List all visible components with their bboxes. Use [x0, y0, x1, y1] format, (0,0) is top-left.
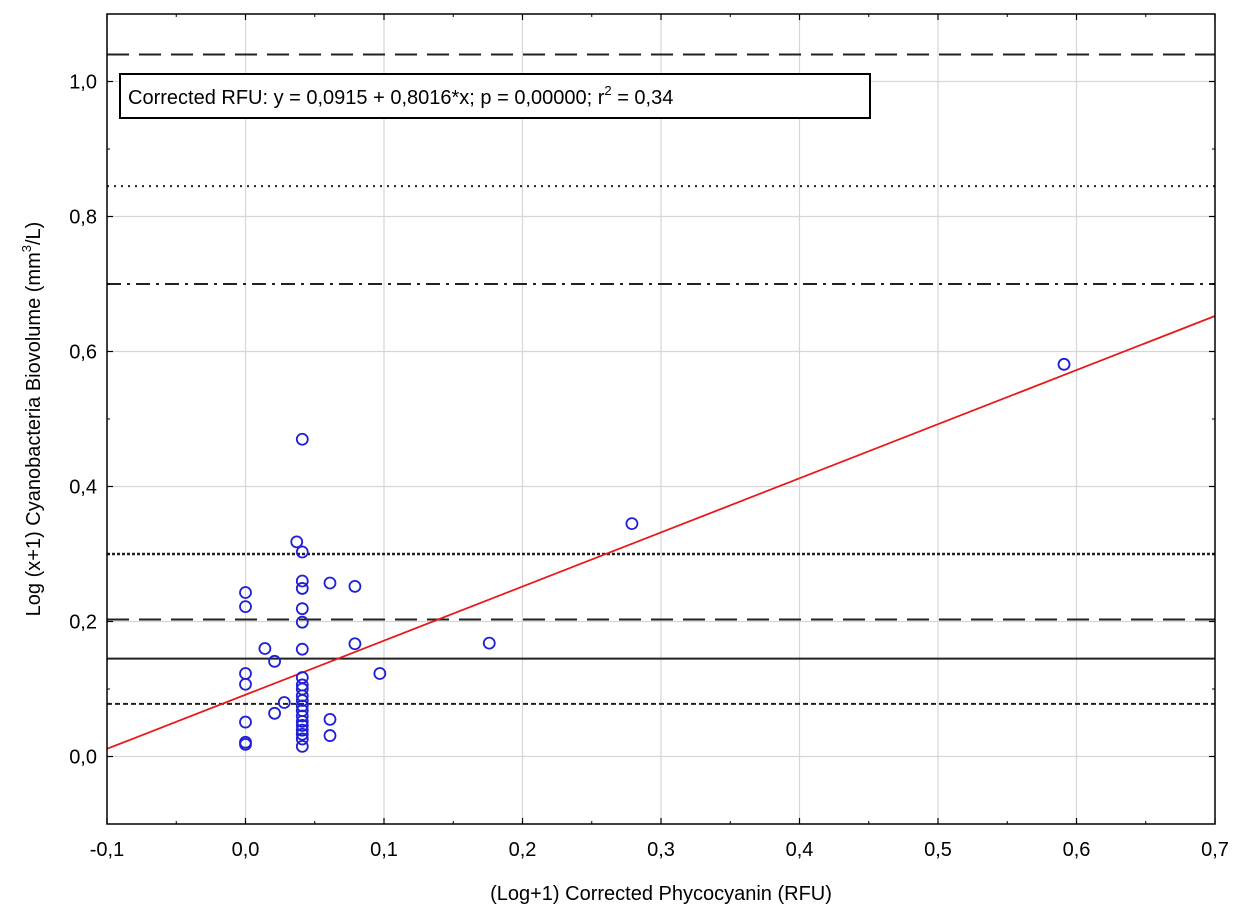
grid-lines	[107, 14, 1215, 824]
data-point	[295, 574, 309, 588]
data-point	[295, 432, 309, 446]
reference-lines	[107, 53, 1215, 705]
x-tick-label: 0,3	[647, 839, 675, 861]
y-tick-label: 0,6	[69, 342, 97, 364]
data-point	[1057, 357, 1071, 371]
data-point	[295, 732, 309, 746]
axis-ticks: -0,1 0,0 0,1 0,2 0,3 0,4 0,5 0,6 0,7 0,0 0,2 0,4 0,6…	[69, 13, 1229, 861]
data-point	[277, 696, 291, 709]
regression-line-group	[106, 315, 1216, 750]
y-axis-title: Log (x+1) Cyanobacteria Biovolume (mm3/L…	[19, 222, 45, 617]
x-tick-label: 0,2	[509, 839, 537, 861]
data-point	[239, 677, 252, 691]
data-point	[348, 580, 362, 593]
data-point	[295, 715, 309, 728]
y-axis-title-main: Log (x+1) Cyanobacteria Biovolume (mm	[23, 252, 45, 616]
data-point	[295, 727, 309, 741]
data-point	[239, 715, 252, 729]
y-tick-label: 0,0	[69, 747, 97, 769]
x-tick-label: 0,6	[1063, 839, 1091, 861]
y-axis-title-superscript: 3	[19, 245, 34, 252]
data-point	[258, 642, 272, 655]
x-tick-label: 0,5	[924, 839, 952, 861]
data-point	[323, 729, 337, 742]
data-point	[323, 712, 337, 726]
data-point	[295, 723, 309, 737]
data-point	[348, 637, 362, 651]
y-tick-label: 0,8	[69, 207, 97, 229]
data-point	[239, 586, 252, 599]
data-point	[482, 636, 496, 650]
x-tick-label: 0,4	[786, 839, 814, 861]
data-point	[239, 737, 252, 751]
annotation-superscript: 2	[604, 83, 611, 98]
data-point	[295, 582, 309, 595]
annotation-text: Corrected RFU: y = 0,0915 + 0,8016*x; p …	[128, 83, 673, 109]
x-tick-label: 0,0	[232, 839, 260, 861]
y-tick-label: 0,4	[69, 477, 97, 499]
regression-annotation: Corrected RFU: y = 0,0915 + 0,8016*x; p …	[119, 73, 871, 119]
y-tick-label: 1,0	[69, 72, 97, 94]
annotation-suffix: = 0,34	[612, 87, 674, 109]
data-point	[295, 602, 309, 616]
data-point	[295, 545, 309, 559]
regression-line	[106, 315, 1216, 750]
x-tick-label: 0,1	[370, 839, 398, 861]
x-tick-label: -0,1	[90, 839, 124, 861]
data-point	[295, 739, 309, 753]
data-point	[290, 535, 304, 549]
data-point	[295, 719, 309, 732]
data-points	[239, 357, 1071, 753]
data-point	[373, 667, 387, 680]
x-tick-label: 0,7	[1201, 839, 1229, 861]
x-axis-title: (Log+1) Corrected Phycocyanin (RFU)	[490, 883, 832, 905]
data-point	[295, 709, 309, 723]
data-point	[295, 615, 309, 629]
data-point	[295, 642, 309, 656]
data-point	[239, 600, 252, 614]
data-point	[625, 517, 639, 531]
y-axis-title-tail: /L)	[23, 222, 45, 245]
data-point	[268, 706, 281, 720]
y-tick-label: 0,2	[69, 612, 97, 634]
data-point	[323, 576, 337, 590]
data-point	[268, 654, 281, 668]
annotation-prefix: Corrected RFU: y = 0,0915 + 0,8016*x; p …	[128, 87, 605, 109]
annotation-box	[119, 73, 871, 119]
